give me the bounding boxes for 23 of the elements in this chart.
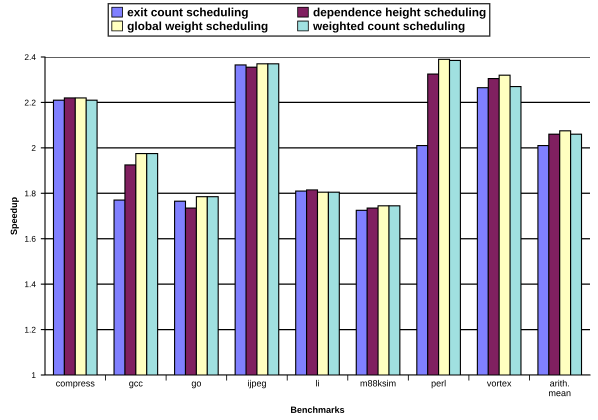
y-tick-label: 1 <box>32 372 36 378</box>
x-tick-label: compress <box>56 382 95 388</box>
y-tick-label: 2.2 <box>24 100 36 106</box>
y-tick-label: 2.4 <box>24 54 36 60</box>
x-axis-title: Benchmarks <box>291 406 344 413</box>
x-tick-label: m88ksim <box>360 380 396 386</box>
legend-label: exit count scheduling <box>128 8 248 19</box>
x-tick-label: vortex <box>486 380 512 386</box>
x-tick-label: li <box>316 380 319 386</box>
x-tick-label: perl <box>432 380 446 388</box>
y-tick-label: 2 <box>32 145 36 151</box>
x-tick-label: go <box>192 382 202 388</box>
legend-label: dependence height scheduling <box>314 8 486 19</box>
legend-label: weighted count scheduling <box>312 22 464 33</box>
y-tick-label: 1.4 <box>25 281 36 288</box>
x-tick-label: gcc <box>129 382 143 388</box>
y-tick-label: 1.8 <box>25 190 36 196</box>
x-tick-label: arith. mean <box>549 380 570 396</box>
legend-label: global weight scheduling <box>128 22 268 33</box>
y-tick-label: 1.2 <box>25 326 36 333</box>
x-tick-label: ijpeg <box>248 380 266 388</box>
y-axis-title: Speedup <box>10 197 19 235</box>
y-tick-label: 1.6 <box>25 236 36 242</box>
